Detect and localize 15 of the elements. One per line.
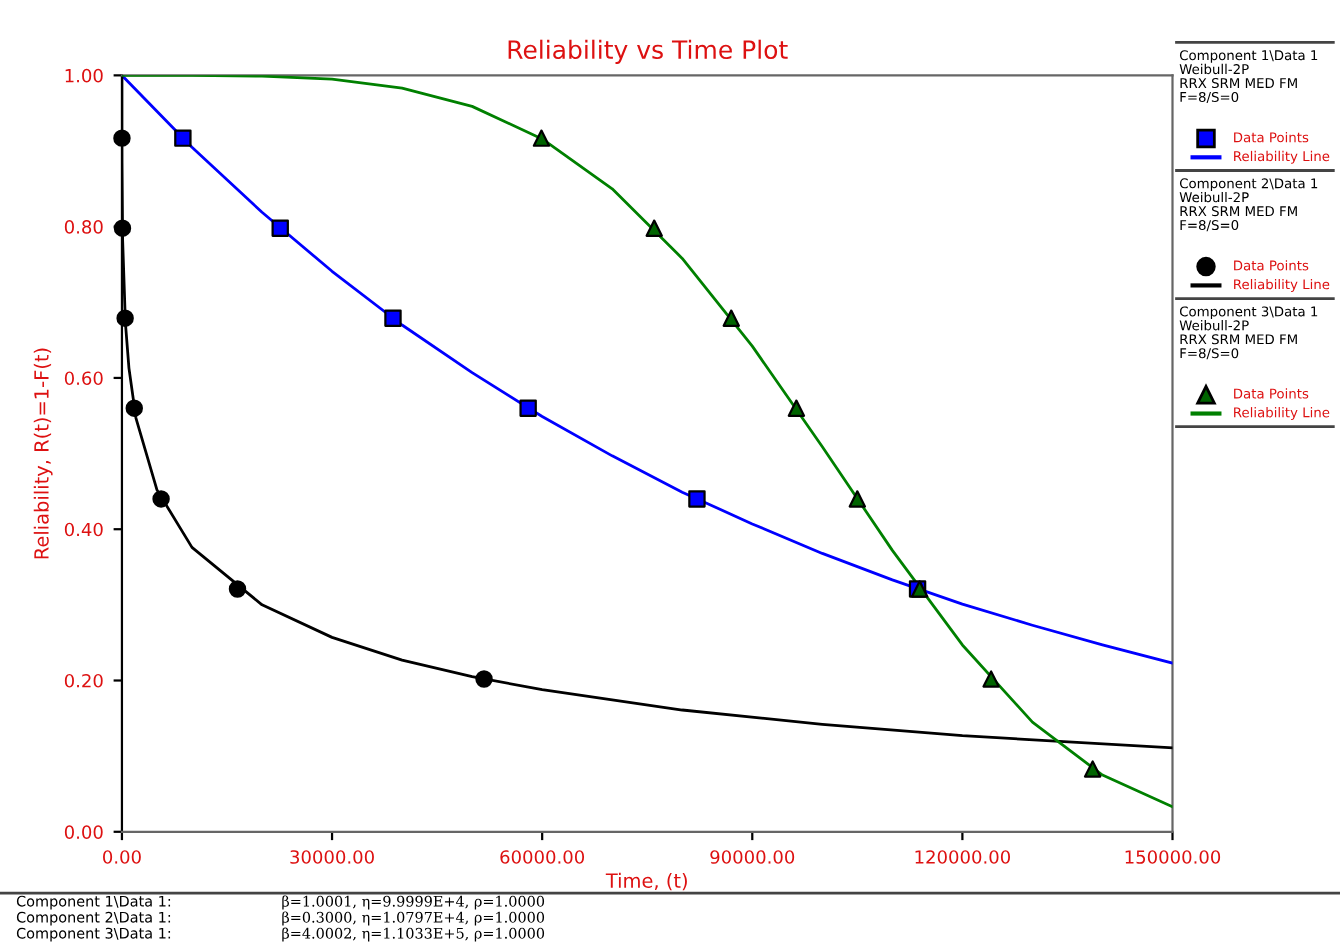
x-tick-label: 30000.00: [290, 850, 374, 864]
y-tick-label: 0.20: [64, 673, 103, 688]
y-tick-label: 1.00: [65, 68, 103, 83]
x-tick-label: 0.00: [103, 850, 141, 864]
y-tick-label: 0.80: [64, 220, 103, 234]
x-tick-label: 150000.00: [1125, 850, 1221, 864]
x-tick-label: 90000.00: [710, 850, 795, 864]
x-axis-title: Time, (t): [605, 872, 687, 891]
x-tick-label: 60000.00: [500, 850, 585, 864]
y-tick-label: 0.40: [64, 522, 103, 537]
chart-title: Reliability vs Time Plot: [508, 39, 788, 64]
y-tick-label: 0.60: [64, 371, 103, 386]
y-tick-label: 0.00: [64, 825, 103, 839]
x-tick-label: 120000.00: [915, 850, 1011, 864]
y-axis-title: Reliability, R(t)=1-F(t): [33, 348, 53, 559]
